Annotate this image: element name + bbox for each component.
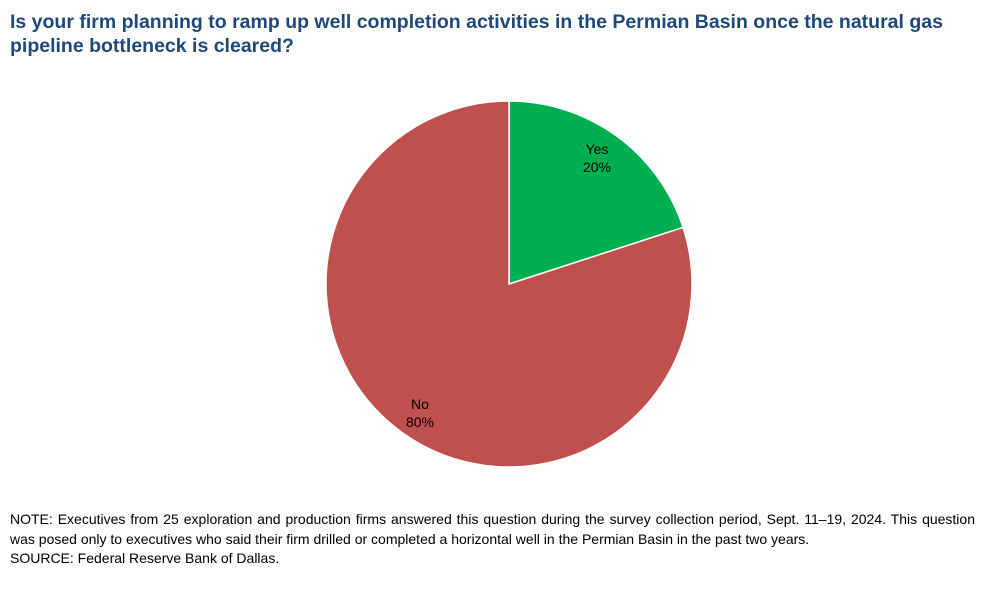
- pie-slice-yes: [508, 100, 684, 286]
- pie-value-label-no: 80%: [406, 414, 434, 430]
- pie-label-no: No: [411, 396, 429, 412]
- pie-value-label-yes: 20%: [583, 159, 611, 175]
- chart-title: Is your firm planning to ramp up well co…: [10, 11, 943, 57]
- note-text: NOTE: Executives from 25 exploration and…: [10, 511, 975, 547]
- pie-labels: Yes 20% No 80%: [406, 141, 611, 430]
- pie-slices: [325, 100, 693, 468]
- pie-label-yes: Yes: [586, 141, 609, 157]
- footnote: NOTE: Executives from 25 exploration and…: [10, 510, 975, 569]
- source-text: SOURCE: Federal Reserve Bank of Dallas.: [10, 550, 280, 566]
- pie-slice-no: [325, 100, 693, 468]
